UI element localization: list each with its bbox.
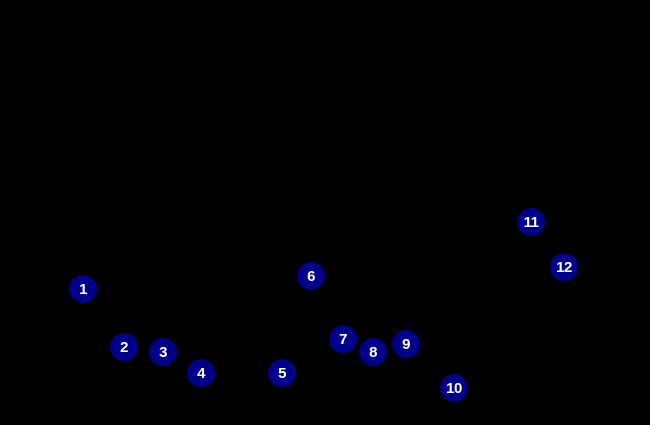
marker-number: 9	[402, 335, 410, 353]
marker-number: 10	[446, 379, 462, 397]
map-marker-8[interactable]: 8	[359, 338, 387, 366]
map-marker-7[interactable]: 7	[329, 325, 357, 353]
map-marker-12[interactable]: 12	[550, 253, 578, 281]
map-marker-5[interactable]: 5	[268, 359, 296, 387]
map-marker-4[interactable]: 4	[187, 359, 215, 387]
marker-number: 4	[197, 364, 205, 382]
map-marker-1[interactable]: 1	[69, 275, 97, 303]
marker-number: 12	[556, 258, 572, 276]
map-marker-10[interactable]: 10	[440, 374, 468, 402]
map-marker-3[interactable]: 3	[149, 338, 177, 366]
marker-number: 2	[120, 338, 128, 356]
marker-number: 11	[523, 213, 539, 231]
map-marker-9[interactable]: 9	[392, 330, 420, 358]
map-marker-2[interactable]: 2	[110, 333, 138, 361]
marker-number: 8	[369, 343, 377, 361]
map-marker-11[interactable]: 11	[517, 208, 545, 236]
marker-number: 1	[79, 280, 87, 298]
map-marker-6[interactable]: 6	[297, 262, 325, 290]
marker-number: 6	[307, 267, 315, 285]
marker-number: 3	[159, 343, 167, 361]
marker-number: 5	[278, 364, 286, 382]
marker-number: 7	[339, 330, 347, 348]
